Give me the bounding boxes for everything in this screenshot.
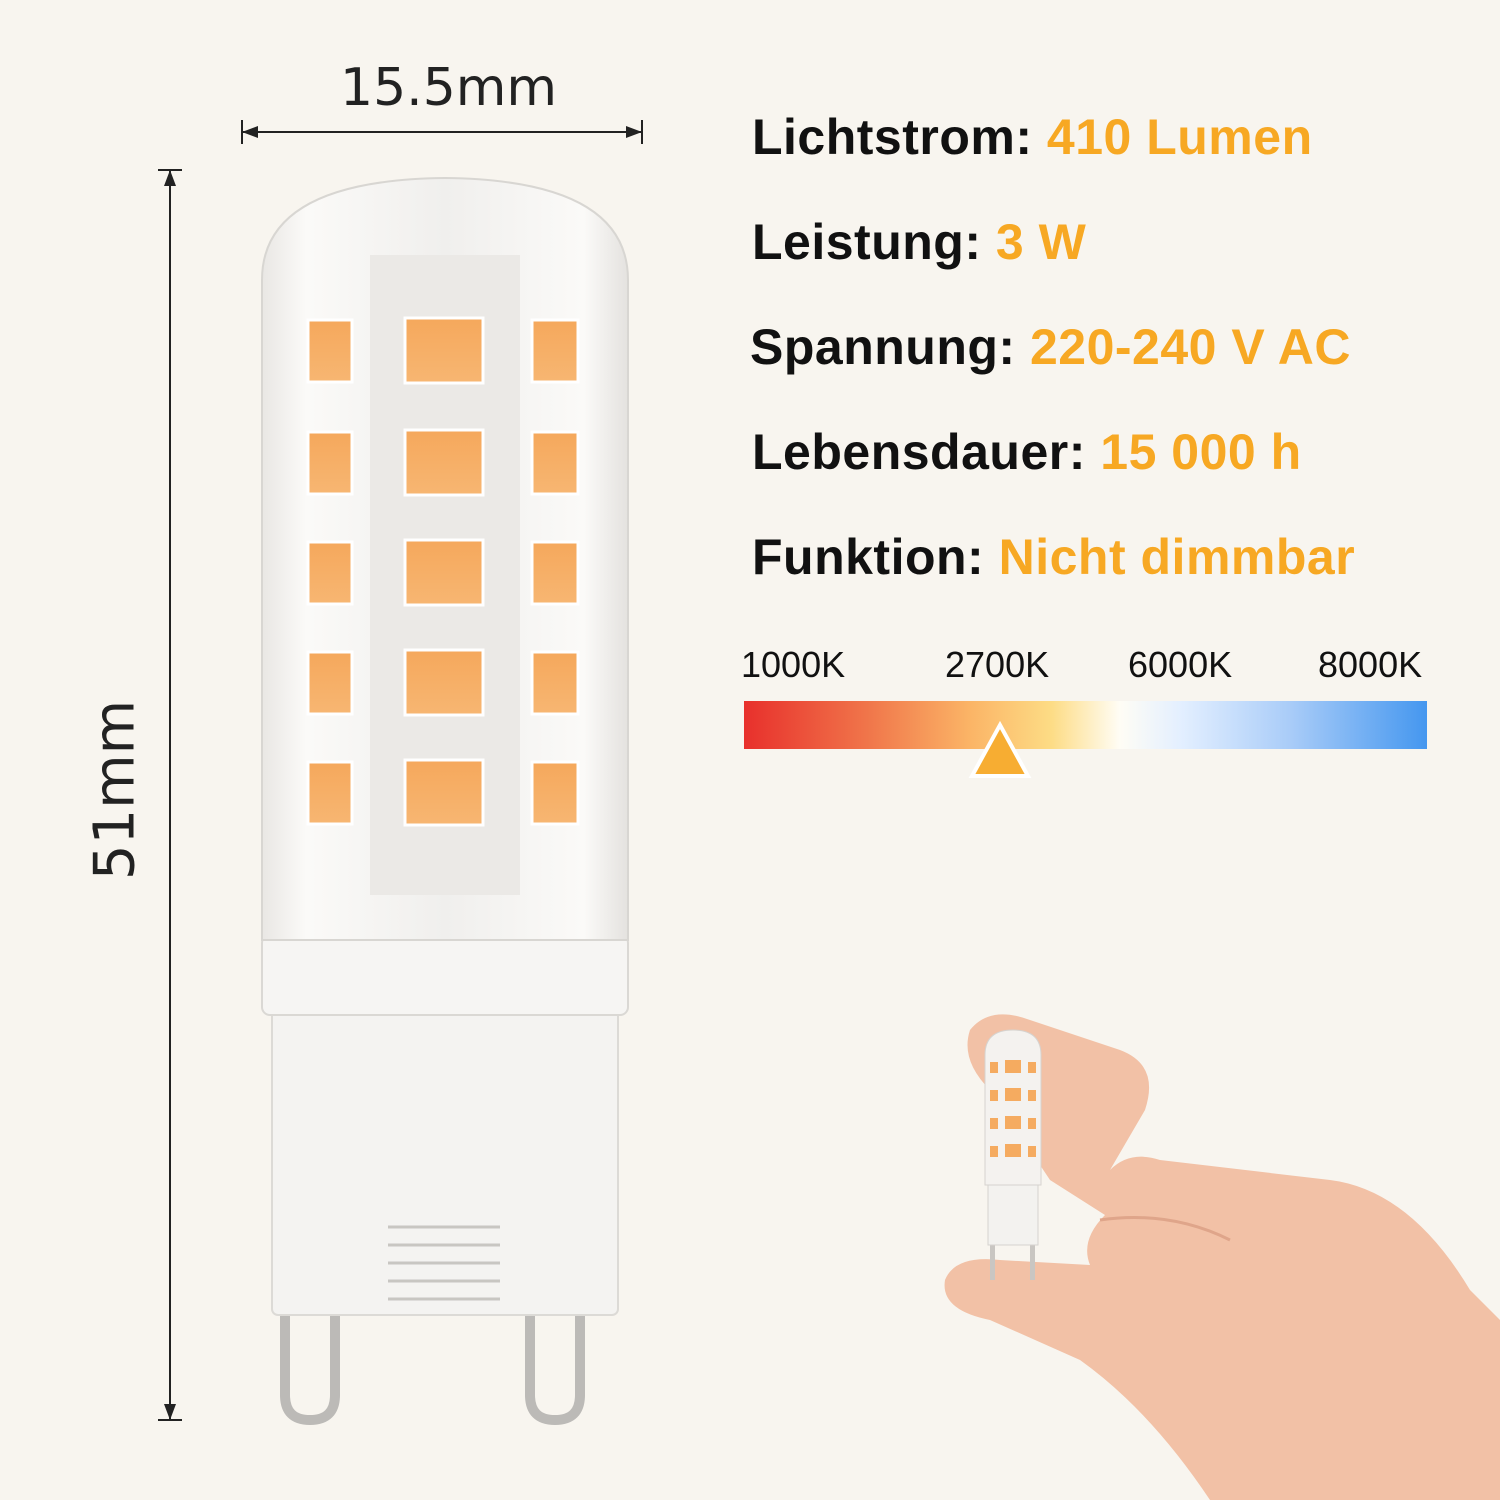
color-temp-tick: 1000K: [741, 644, 846, 685]
spec-luminous-flux: Lichtstrom: 410 Lumen: [752, 108, 1313, 166]
spec-value: 410 Lumen: [1046, 109, 1313, 165]
color-temp-tick: 6000K: [1128, 644, 1233, 685]
spec-value: Nicht dimmbar: [998, 529, 1356, 585]
spec-value: 15 000 h: [1100, 424, 1302, 480]
color-temp-tick: 8000K: [1318, 644, 1423, 685]
spec-label: Lichtstrom:: [752, 109, 1033, 165]
color-temp-tick: 2700K: [945, 644, 1050, 685]
spec-label: Leistung:: [752, 214, 982, 270]
width-dimension-label: 15.5mm: [340, 58, 558, 118]
height-dimension-label: 51mm: [82, 699, 148, 881]
spec-value: 220-240 V AC: [1029, 319, 1351, 375]
spec-power: Leistung: 3 W: [752, 213, 1086, 271]
spec-label: Funktion:: [752, 529, 985, 585]
spec-value: 3 W: [995, 214, 1087, 270]
spec-voltage: Spannung: 220-240 V AC: [750, 318, 1351, 376]
spec-lifetime: Lebensdauer: 15 000 h: [752, 423, 1302, 481]
width-dimension-arrow: [241, 120, 643, 144]
color-temperature-bar: [744, 701, 1427, 749]
spec-label: Lebensdauer:: [752, 424, 1086, 480]
small-bulb: [984, 1029, 1042, 1280]
height-dimension-arrow: [158, 169, 182, 1421]
hand-holding-bulb-image: [944, 1014, 1500, 1500]
selected-temperature-marker-icon: [968, 720, 1032, 778]
spec-function: Funktion: Nicht dimmbar: [752, 528, 1355, 586]
spec-label: Spannung:: [750, 319, 1016, 375]
g9-led-bulb-image: [261, 176, 629, 1426]
